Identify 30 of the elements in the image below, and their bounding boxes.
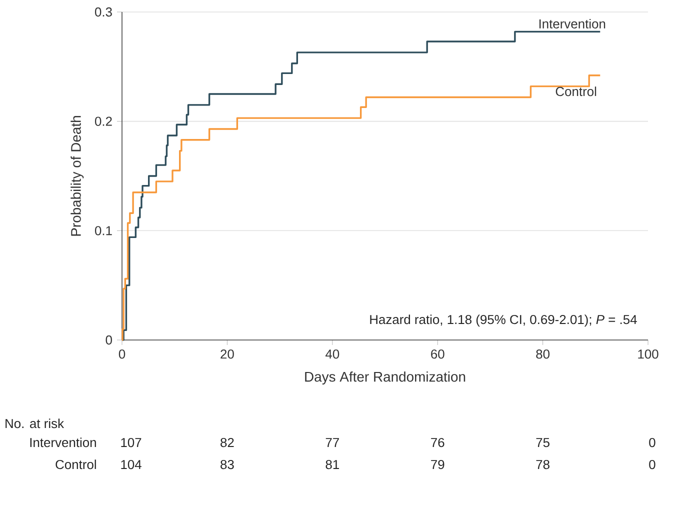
text: 75	[536, 438, 550, 448]
text: 104	[121, 460, 142, 470]
y-tick-label: 0.3	[94, 7, 112, 17]
y-tick-label: 0.2	[94, 116, 112, 126]
x-tick-label: 80	[536, 349, 550, 359]
text: 76	[431, 438, 444, 448]
text: 0	[649, 460, 656, 470]
text: 79	[431, 460, 444, 470]
series-label: Control	[556, 86, 596, 96]
text: 107	[121, 438, 142, 448]
x-tick-label: 0	[118, 349, 126, 359]
text: Intervention	[30, 438, 96, 448]
y-axis-title: Probability of Death	[70, 116, 84, 236]
y-tick-label: 0	[106, 335, 112, 345]
series-label: Intervention	[539, 18, 606, 28]
annotation: Hazard ratio, 1.18 (95% CI, 0.69-2.01); P = .54	[370, 314, 637, 327]
text: 78	[536, 460, 550, 470]
text: 83	[220, 460, 234, 470]
text: 82	[220, 438, 234, 448]
x-tick-label: 60	[431, 349, 444, 359]
x-axis-title: Days After Randomization	[305, 372, 466, 384]
text: 0	[649, 438, 656, 448]
x-tick-label: 100	[638, 349, 658, 359]
text: No. at risk	[6, 418, 64, 428]
text: 81	[326, 460, 339, 470]
y-tick-label: 0.1	[94, 226, 112, 236]
text: 77	[326, 438, 339, 447]
x-tick-label: 40	[326, 349, 340, 359]
x-tick-label: 20	[220, 349, 234, 359]
text: Control	[56, 460, 96, 470]
